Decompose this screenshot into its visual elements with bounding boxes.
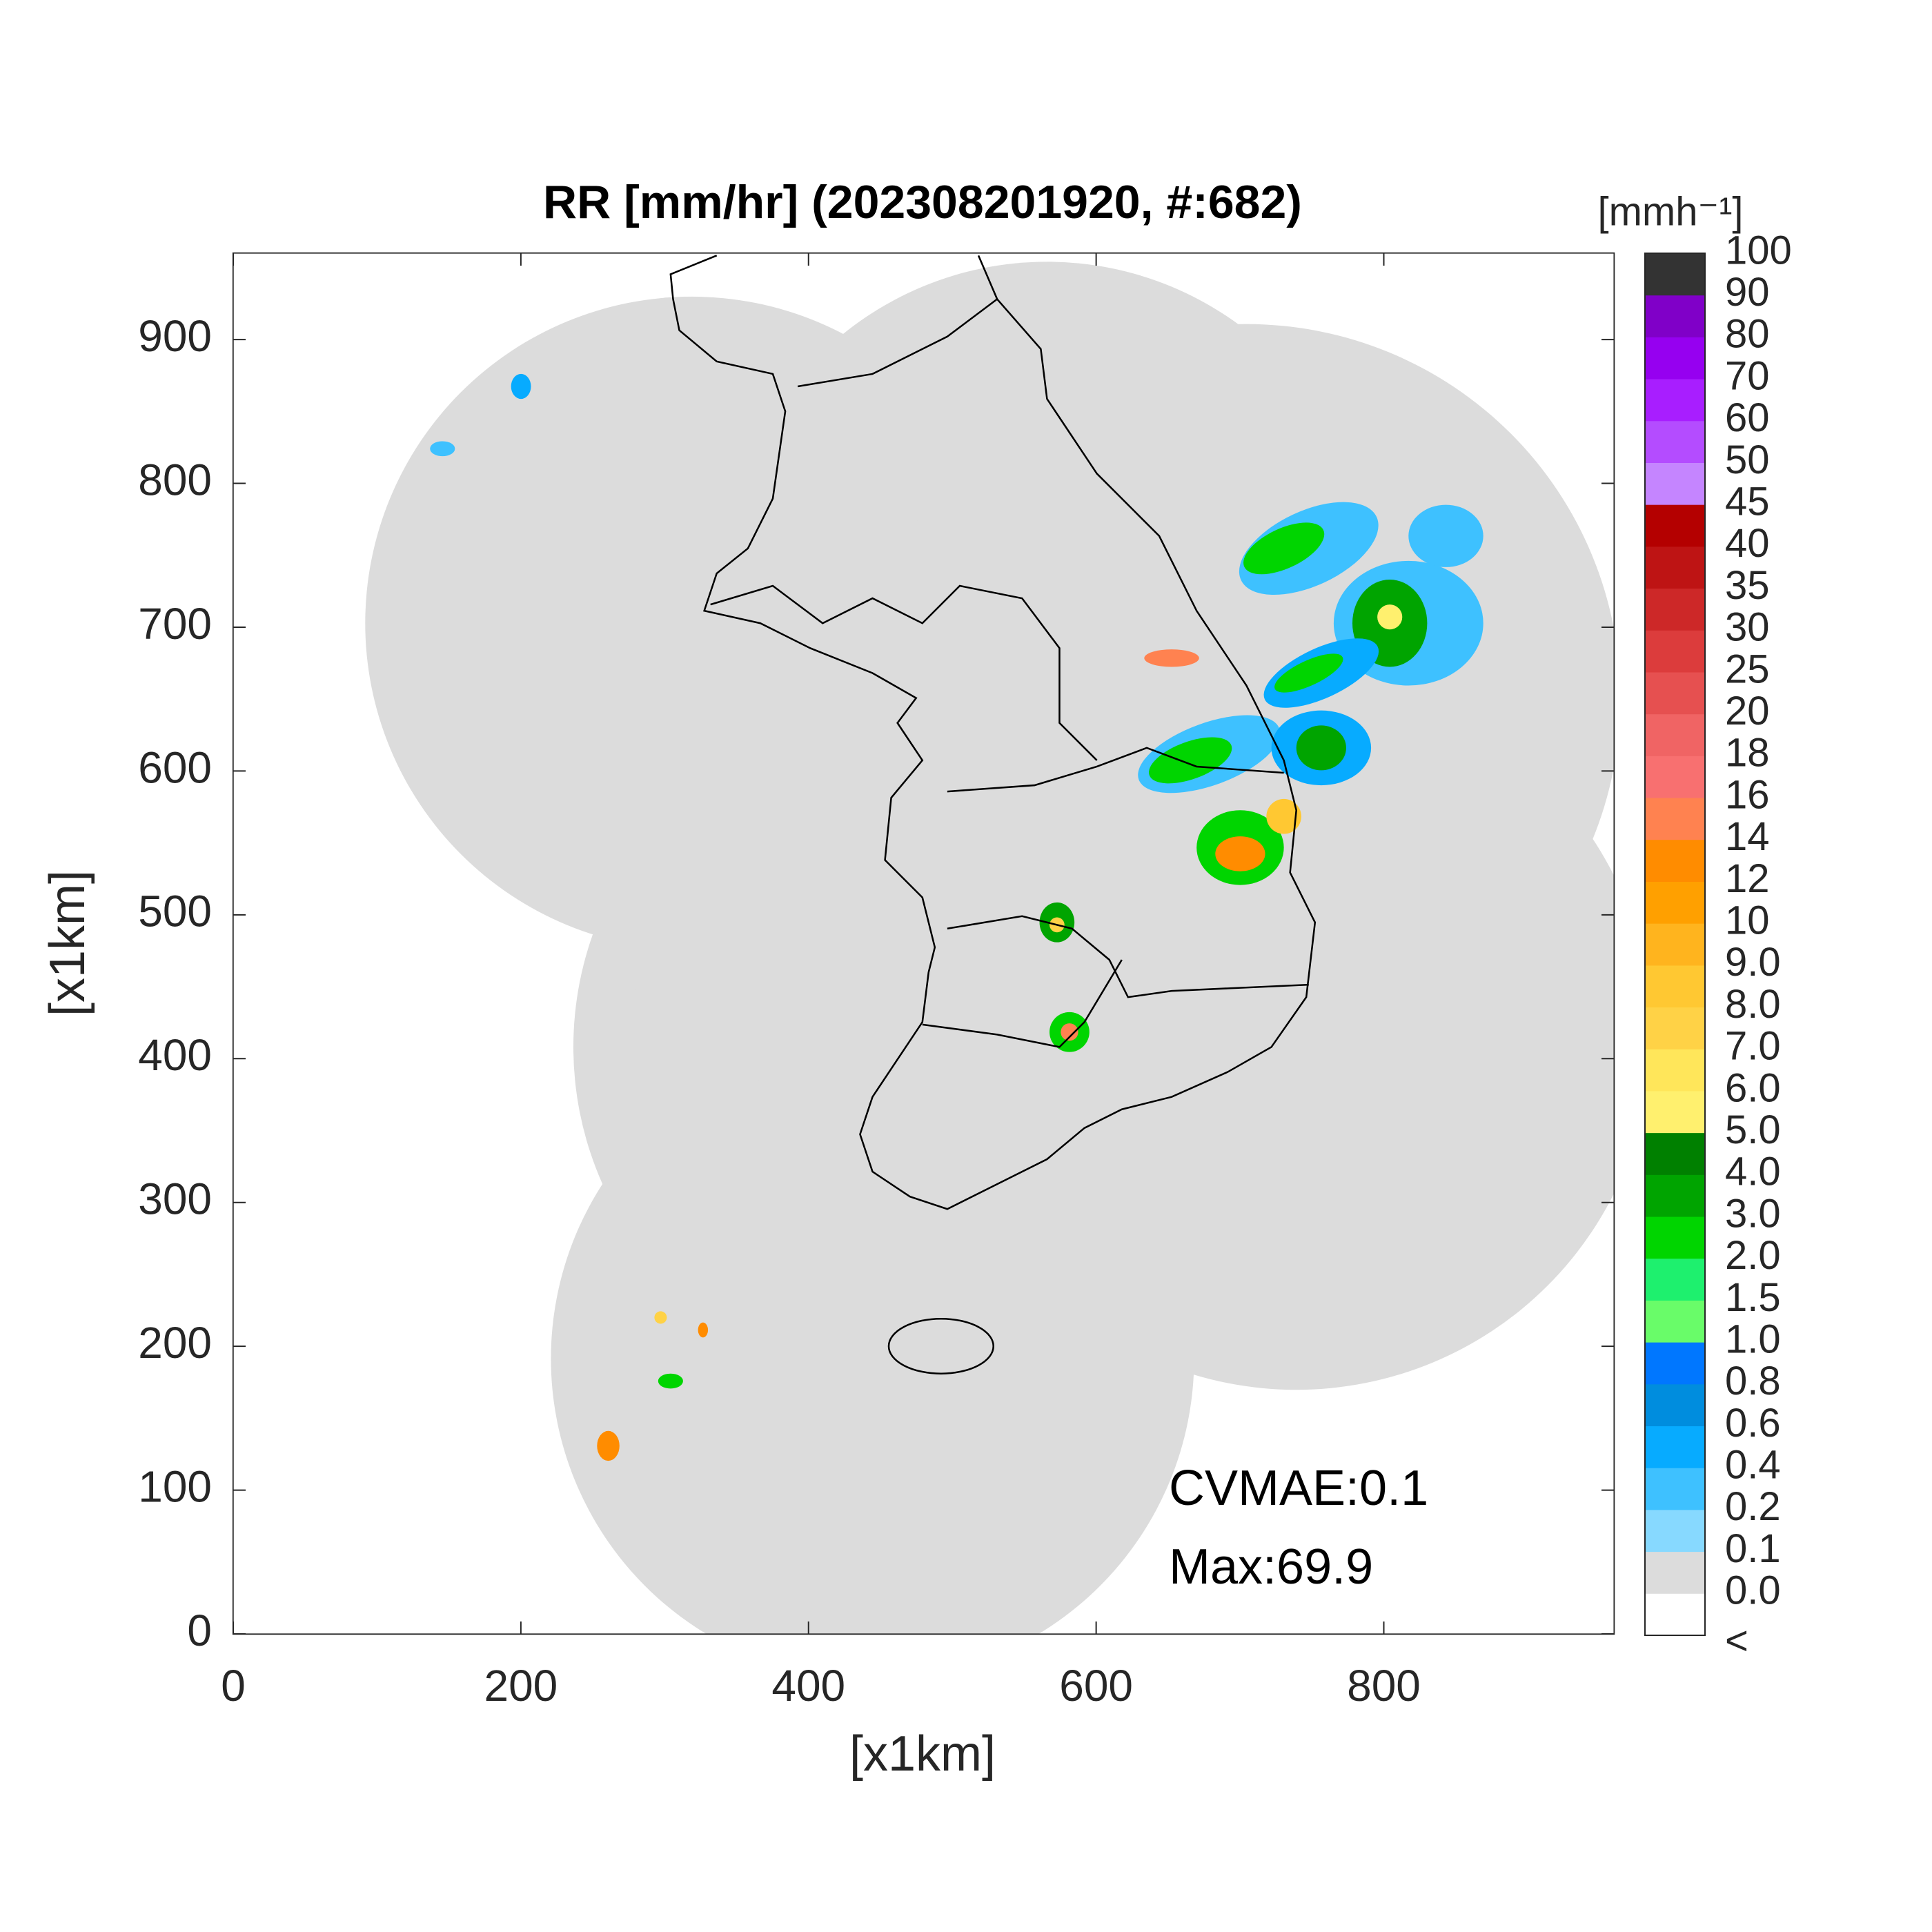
colorbar-bin: [1645, 379, 1705, 422]
colorbar-label: 12: [1725, 856, 1770, 901]
colorbar-bin: [1645, 671, 1705, 715]
colorbar-label: 7.0: [1725, 1024, 1781, 1069]
colorbar-bin: [1645, 1551, 1705, 1594]
colorbar-label: 0.8: [1725, 1359, 1781, 1403]
y-tick-label: 700: [138, 599, 212, 649]
colorbar-label: 70: [1725, 353, 1770, 398]
colorbar-bin: [1645, 1258, 1705, 1301]
colorbar-label: 0.1: [1725, 1526, 1781, 1571]
colorbar-label: 14: [1725, 814, 1770, 859]
y-tick-label: 200: [138, 1318, 212, 1368]
colorbar-label: 2.0: [1725, 1233, 1781, 1278]
colorbar-label: 100: [1725, 228, 1792, 273]
colorbar-label: 0.2: [1725, 1484, 1781, 1529]
colorbar-bin: [1645, 881, 1705, 924]
y-tick-label: 900: [138, 311, 212, 361]
colorbar-label: 4.0: [1725, 1150, 1781, 1194]
colorbar-bin: [1645, 1383, 1705, 1427]
x-tick-label: 400: [771, 1661, 845, 1711]
y-tick-label: 800: [138, 455, 212, 504]
colorbar-bin: [1645, 1007, 1705, 1049]
colorbar-label: 18: [1725, 731, 1770, 776]
colorbar-bin: [1645, 420, 1705, 463]
colorbar-label: 10: [1725, 898, 1770, 943]
colorbar-bin: [1645, 1049, 1705, 1092]
y-tick-label: 300: [138, 1174, 212, 1224]
annotation: Max:69.9: [1169, 1539, 1373, 1595]
colorbar-bin: [1645, 295, 1705, 337]
colorbar-bin: [1645, 1342, 1705, 1385]
colorbar-bin: [1645, 1300, 1705, 1343]
colorbar-label: 0.0: [1725, 1568, 1781, 1613]
map-layer: [232, 252, 1615, 1635]
colorbar-bin: [1645, 965, 1705, 1008]
x-axis-label: [x1km]: [849, 1726, 996, 1782]
x-tick-label: 800: [1347, 1661, 1421, 1711]
y-tick-label: 400: [138, 1030, 212, 1080]
colorbar-label: 20: [1725, 689, 1770, 733]
radar-coverage: [365, 262, 1615, 1635]
colorbar-bin: [1645, 1174, 1705, 1217]
colorbar-label: 35: [1725, 563, 1770, 608]
colorbar-label: 50: [1725, 437, 1770, 482]
x-tick-label: 0: [221, 1661, 246, 1711]
colorbar-bin: [1645, 756, 1705, 798]
colorbar-bin: [1645, 1216, 1705, 1259]
y-tick-label: 0: [187, 1606, 212, 1655]
colorbar-bin: [1645, 1593, 1705, 1636]
colorbar-bin: [1645, 630, 1705, 673]
colorbar-bin: [1645, 253, 1705, 296]
y-tick-label: 600: [138, 742, 212, 792]
colorbar-bin: [1645, 1468, 1705, 1510]
colorbar-bin: [1645, 588, 1705, 631]
rain-echoes: [430, 373, 1483, 1461]
colorbar-label: 8.0: [1725, 982, 1781, 1027]
colorbar-label: 60: [1725, 395, 1770, 440]
colorbar-bin: [1645, 504, 1705, 547]
colorbar-label: 0.6: [1725, 1401, 1781, 1446]
y-tick-label: 100: [138, 1461, 212, 1511]
colorbar-label: 9.0: [1725, 940, 1781, 985]
y-axis-label: [x1km]: [40, 870, 95, 1016]
colorbar-bin: [1645, 1132, 1705, 1175]
colorbar-label: 40: [1725, 521, 1770, 566]
colorbar-label: <: [1725, 1618, 1748, 1663]
colorbar-label: 25: [1725, 647, 1770, 691]
colorbar-bin: [1645, 1426, 1705, 1468]
colorbar-bin: [1645, 1509, 1705, 1552]
colorbar-bin: [1645, 546, 1705, 589]
colorbar-label: 30: [1725, 605, 1770, 650]
y-tick-label: 500: [138, 887, 212, 936]
colorbar-label: 16: [1725, 772, 1770, 817]
annotation: CVMAE:0.1: [1169, 1461, 1428, 1516]
colorbar-frame: [1644, 253, 1706, 1636]
plot-frame: [232, 252, 1615, 1635]
colorbar-label: 6.0: [1725, 1065, 1781, 1110]
chart-title: RR [mm/hr] (202308201920, #:682): [543, 176, 1302, 228]
colorbar-bin: [1645, 923, 1705, 966]
colorbar-bin: [1645, 462, 1705, 505]
x-tick-label: 200: [484, 1661, 558, 1711]
colorbar-bin: [1645, 839, 1705, 882]
colorbar-label: 3.0: [1725, 1191, 1781, 1236]
x-tick-label: 600: [1059, 1661, 1133, 1711]
colorbar-title: [mmh⁻¹]: [1597, 189, 1743, 234]
colorbar-bin: [1645, 798, 1705, 840]
colorbar-label: 5.0: [1725, 1107, 1781, 1152]
coastline: [669, 255, 1317, 1374]
colorbar-label: 1.0: [1725, 1317, 1781, 1361]
colorbar-label: 45: [1725, 480, 1770, 524]
colorbar-bin: [1645, 337, 1705, 379]
colorbar-label: 80: [1725, 312, 1770, 357]
colorbar-label: 1.5: [1725, 1275, 1781, 1320]
colorbar-bin: [1645, 1090, 1705, 1134]
colorbar-label: 90: [1725, 270, 1770, 315]
colorbar-label: 0.4: [1725, 1443, 1781, 1488]
colorbar-bin: [1645, 713, 1705, 756]
